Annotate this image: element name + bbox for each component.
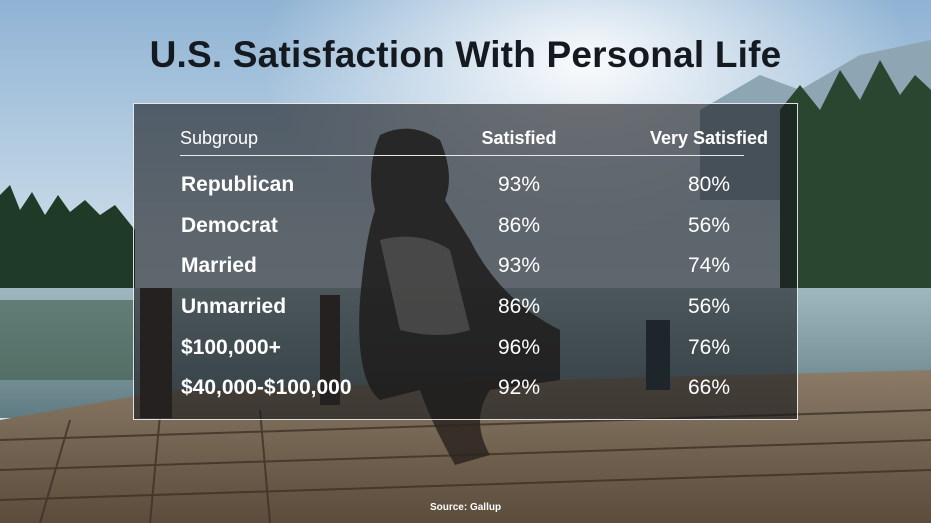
row-label: Republican — [181, 173, 295, 196]
satisfied-value: 92% — [497, 376, 541, 399]
data-table-panel: Subgroup Satisfied Very Satisfied Republ… — [133, 103, 798, 420]
row-label: Unmarried — [181, 295, 287, 318]
very-satisfied-value: 76% — [687, 336, 731, 359]
satisfied-value: 93% — [497, 254, 541, 277]
column-header-very-satisfied: Very Satisfied — [649, 128, 769, 148]
very-satisfied-value: 74% — [687, 254, 731, 277]
satisfied-value: 86% — [497, 214, 541, 237]
table-row: Republican 93% 80% — [134, 173, 799, 213]
row-label: Democrat — [181, 214, 278, 237]
column-header-satisfied: Satisfied — [481, 128, 557, 148]
very-satisfied-value: 80% — [687, 173, 731, 196]
table-row: $40,000-$100,000 92% 66% — [134, 376, 799, 416]
table-row: $100,000+ 96% 76% — [134, 336, 799, 376]
row-label: $100,000+ — [181, 336, 281, 359]
satisfied-value: 93% — [497, 173, 541, 196]
table-row: Democrat 86% 56% — [134, 214, 799, 254]
table-row: Unmarried 86% 56% — [134, 295, 799, 335]
row-label: Married — [181, 254, 257, 277]
row-label: $40,000-$100,000 — [181, 376, 352, 399]
table-row: Married 93% 74% — [134, 254, 799, 294]
very-satisfied-value: 66% — [687, 376, 731, 399]
column-header-subgroup: Subgroup — [180, 128, 259, 148]
page-title: U.S. Satisfaction With Personal Life — [149, 34, 782, 75]
very-satisfied-value: 56% — [687, 295, 731, 318]
very-satisfied-value: 56% — [687, 214, 731, 237]
header-divider — [180, 155, 744, 156]
satisfied-value: 86% — [497, 295, 541, 318]
source-note: Source: Gallup — [429, 502, 502, 513]
satisfied-value: 96% — [497, 336, 541, 359]
